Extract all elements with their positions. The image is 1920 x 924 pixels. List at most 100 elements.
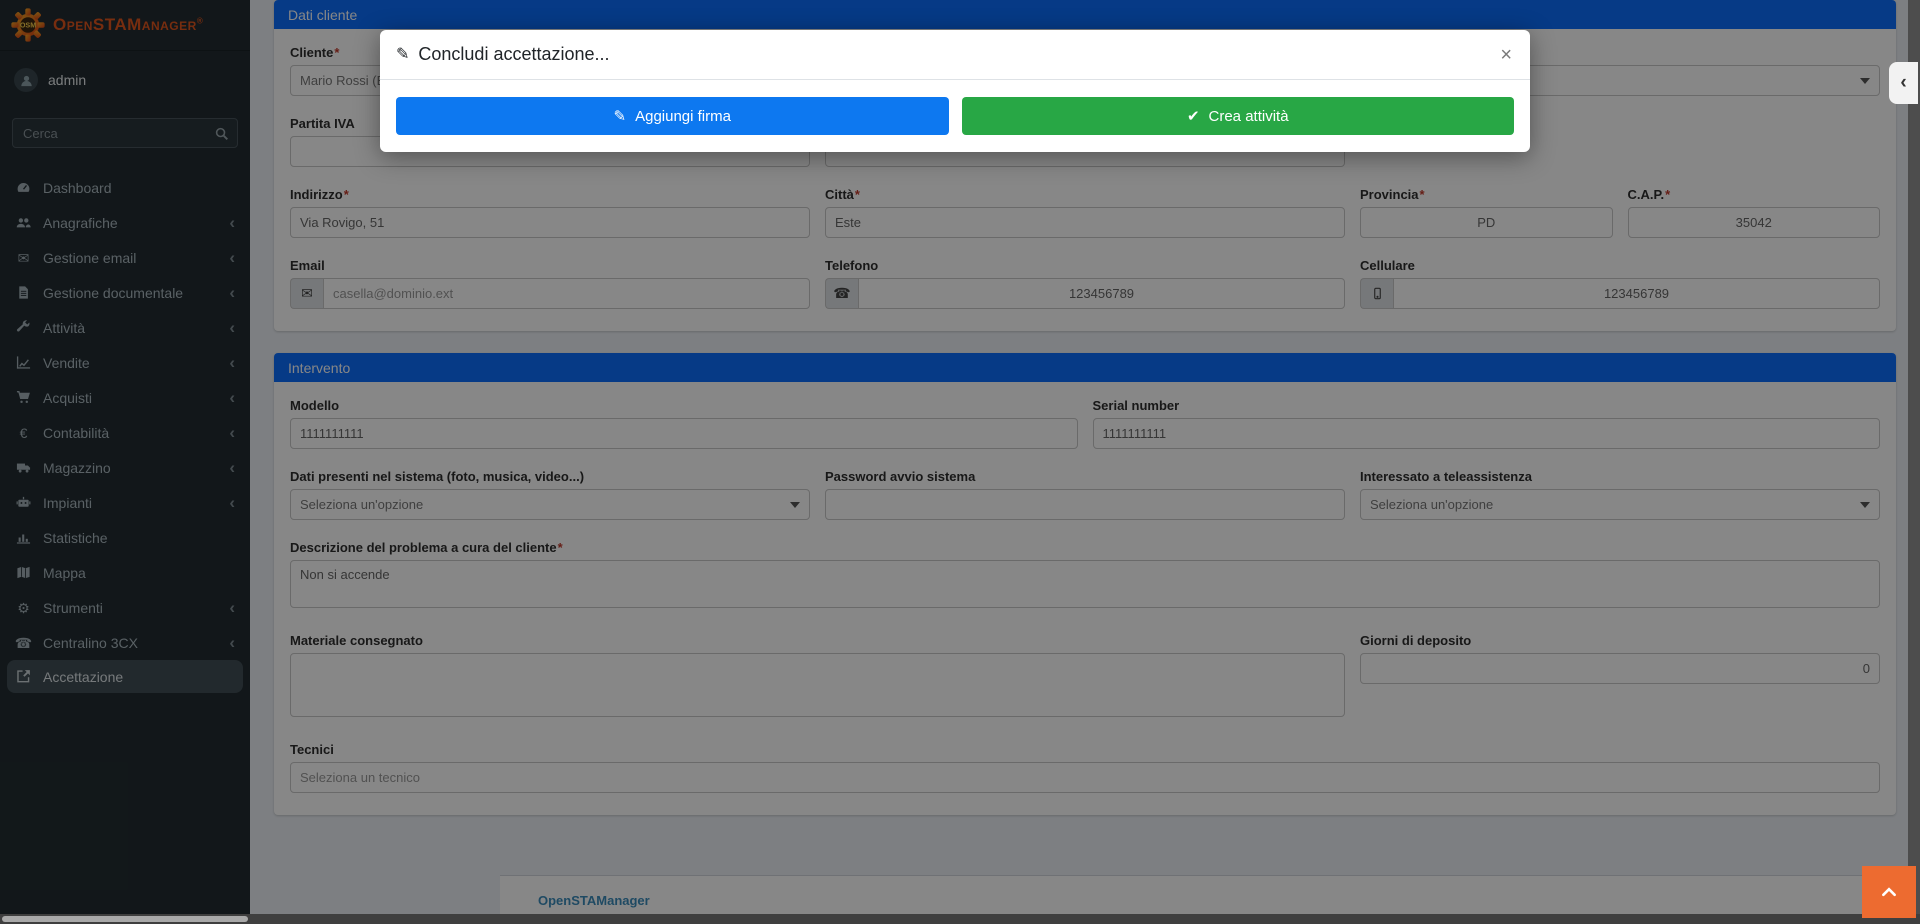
descrizione-textarea[interactable]: Non si accende <box>290 560 1880 608</box>
provincia-field-group: Provincia* <box>1360 187 1613 238</box>
line-chart-icon <box>15 355 32 370</box>
cap-label: C.A.P.* <box>1627 187 1671 202</box>
tachometer-icon <box>15 180 32 195</box>
footer-brand-link[interactable]: OpenSTAManager <box>538 892 650 908</box>
sidebar-item-accettazione[interactable]: Accettazione <box>7 660 243 693</box>
aggiungi-firma-button[interactable]: ✎ Aggiungi firma <box>396 97 949 135</box>
modello-input[interactable] <box>290 418 1078 449</box>
materiale-label: Materiale consegnato <box>290 633 423 648</box>
sidebar-item-statistiche[interactable]: Statistiche <box>0 520 250 555</box>
tecnici-field-group: Tecnici <box>290 742 1880 793</box>
phone-icon: ☎ <box>825 278 858 309</box>
sidebar-item-acquisti[interactable]: Acquisti ‹ <box>0 380 250 415</box>
envelope-icon: ✉ <box>17 249 30 266</box>
materiale-textarea[interactable] <box>290 653 1345 717</box>
sidebar-item-gestione-documentale[interactable]: Gestione documentale ‹ <box>0 275 250 310</box>
cliente-label: Cliente* <box>290 45 340 60</box>
dati-presenti-select[interactable]: Seleziona un'opzione <box>290 489 810 520</box>
pencil-icon: ✎ <box>396 45 410 63</box>
chevron-left-icon: ‹ <box>229 458 235 477</box>
teleassistenza-field-group: Interessato a teleassistenza Seleziona u… <box>1360 469 1880 520</box>
chevron-left-icon: ‹ <box>229 633 235 652</box>
bar-chart-icon <box>15 530 32 545</box>
sidebar-menu: Dashboard Anagrafiche ‹ ✉ Gestione email… <box>0 170 250 693</box>
phone-icon: ☎ <box>14 634 33 651</box>
cellulare-input[interactable] <box>1393 278 1880 309</box>
chevron-left-icon: ‹ <box>229 318 235 337</box>
envelope-icon: ✉ <box>290 278 323 309</box>
sidebar-item-vendite[interactable]: Vendite ‹ <box>0 345 250 380</box>
svg-text:OSM: OSM <box>20 21 36 30</box>
user-panel: admin <box>0 51 250 106</box>
dati-cliente-header: Dati cliente <box>274 0 1896 29</box>
wrench-icon <box>15 320 32 335</box>
osm-gear-logo-icon: OSM <box>11 8 45 42</box>
concludi-accettazione-modal: ✎ Concludi accettazione... × ✎ Aggiungi … <box>380 30 1530 152</box>
sidebar-item-magazzino[interactable]: Magazzino ‹ <box>0 450 250 485</box>
descrizione-field-group: Descrizione del problema a cura del clie… <box>290 540 1880 613</box>
serial-number-label: Serial number <box>1092 398 1180 413</box>
app-logo[interactable]: OSM OpenSTAManager® <box>0 0 250 51</box>
search-button[interactable] <box>206 120 236 146</box>
truck-icon <box>15 460 32 475</box>
brand-name: OpenSTAManager® <box>53 15 204 34</box>
teleassistenza-label: Interessato a teleassistenza <box>1360 469 1532 484</box>
intervento-card: Intervento Modello Serial number Dati pr… <box>274 353 1896 815</box>
cellulare-label: Cellulare <box>1360 258 1415 273</box>
caret-down-icon <box>790 501 800 508</box>
sidebar-item-attivita[interactable]: Attività ‹ <box>0 310 250 345</box>
modal-header: ✎ Concludi accettazione... × <box>380 30 1530 80</box>
gear-icon: ⚙ <box>17 599 30 616</box>
modal-title: Concludi accettazione... <box>418 44 610 64</box>
materiale-field-group: Materiale consegnato <box>290 633 1345 722</box>
sidebar-item-centralino-3cx[interactable]: ☎ Centralino 3CX ‹ <box>14 633 235 652</box>
provincia-input[interactable] <box>1360 207 1613 238</box>
indirizzo-input[interactable] <box>290 207 810 238</box>
document-icon <box>15 285 32 300</box>
chevron-left-icon: ‹ <box>229 423 235 442</box>
sidebar-item-anagrafiche[interactable]: Anagrafiche ‹ <box>0 205 250 240</box>
teleassistenza-select[interactable]: Seleziona un'opzione <box>1360 489 1880 520</box>
modello-label: Modello <box>290 398 340 413</box>
vertical-scrollbar[interactable] <box>1908 0 1920 924</box>
indirizzo-label: Indirizzo* <box>290 187 349 202</box>
partita-iva-label: Partita IVA <box>290 116 355 131</box>
provincia-label: Provincia* <box>1360 187 1425 202</box>
telefono-label: Telefono <box>825 258 879 273</box>
telefono-input[interactable] <box>858 278 1345 309</box>
scroll-to-top-button[interactable] <box>1862 866 1916 918</box>
cap-input[interactable] <box>1627 207 1880 238</box>
citta-input[interactable] <box>825 207 1345 238</box>
chevron-left-icon: ‹ <box>1900 72 1907 93</box>
search-input[interactable] <box>12 118 238 148</box>
chevron-up-icon <box>1882 887 1896 897</box>
sidebar-item-strumenti[interactable]: ⚙ Strumenti ‹ <box>0 590 250 625</box>
sidebar-item-gestione-email[interactable]: ✉ Gestione email ‹ <box>0 240 250 275</box>
email-input[interactable] <box>323 278 810 309</box>
indirizzo-field-group: Indirizzo* <box>290 187 810 238</box>
email-label: Email <box>290 258 325 273</box>
chevron-left-icon: ‹ <box>229 493 235 512</box>
telefono-field-group: Telefono ☎ <box>825 258 1345 309</box>
sidebar-item-impianti[interactable]: Impianti ‹ <box>0 485 250 520</box>
sidebar-item-mappa[interactable]: Mappa <box>0 555 250 590</box>
sidebar: OSM OpenSTAManager® admin <box>0 0 250 924</box>
close-icon[interactable]: × <box>1500 43 1512 66</box>
password-avvio-input[interactable] <box>825 489 1345 520</box>
cellulare-field-group: Cellulare <box>1360 258 1880 309</box>
chevron-left-icon: ‹ <box>229 213 235 232</box>
sidebar-item-dashboard[interactable]: Dashboard <box>0 170 250 205</box>
serial-number-input[interactable] <box>1092 418 1880 449</box>
right-panel-toggle[interactable]: ‹ <box>1889 62 1918 104</box>
username: admin <box>48 72 87 88</box>
giorni-deposito-input[interactable] <box>1360 653 1880 684</box>
password-avvio-field-group: Password avvio sistema <box>825 469 1345 520</box>
modello-field-group: Modello <box>290 398 1078 449</box>
horizontal-scrollbar-thumb[interactable] <box>2 916 248 922</box>
citta-label: Città* <box>825 187 860 202</box>
tecnici-input[interactable] <box>290 762 1880 793</box>
crea-attivita-button[interactable]: ✔ Crea attività <box>961 97 1514 135</box>
sidebar-item-contabilita[interactable]: € Contabilità ‹ <box>0 415 250 450</box>
